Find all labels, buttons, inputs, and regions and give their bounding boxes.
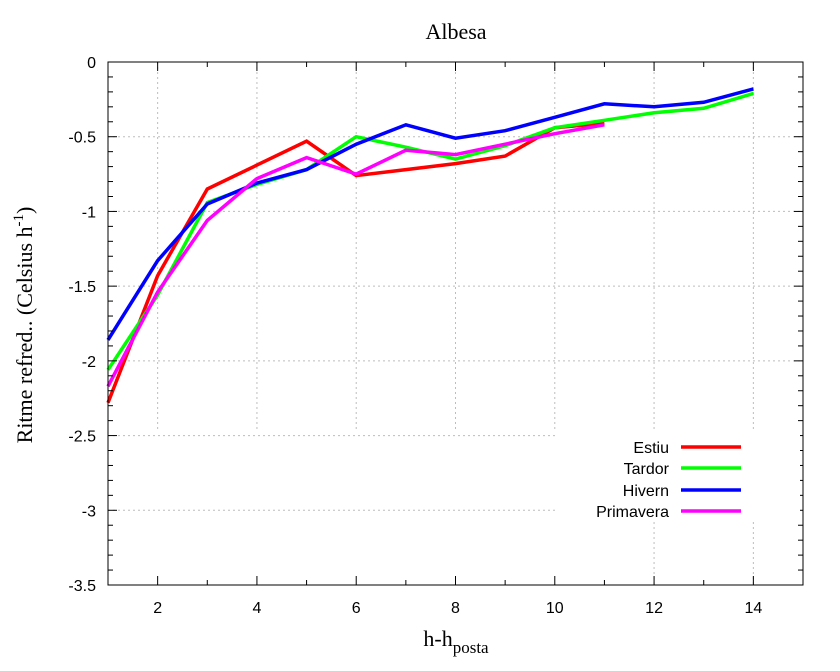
- axis-ticks: 2 4 6 8 10 12 14 0 -0.5 -1 -1.5 -2 -2.5 -3 -3.5: [68, 55, 804, 617]
- series-line-primavera: [106, 123, 605, 388]
- legend-background: [555, 430, 800, 522]
- y-tick-label: -2.5: [68, 429, 96, 446]
- y-axis-title-superscript: -1: [11, 214, 27, 227]
- x-tick-label: 4: [252, 600, 261, 617]
- grid-lines: [108, 62, 803, 585]
- y-tick-label: -3.5: [68, 578, 96, 595]
- x-axis-title: h-hposta: [423, 626, 489, 657]
- series-line-tardor: [106, 91, 754, 371]
- y-axis-title-tail: ): [12, 207, 37, 214]
- legend-label-tardor: Tardor: [624, 461, 670, 478]
- chart-title: Albesa: [425, 19, 486, 44]
- legend-label-hivern: Hivern: [623, 483, 669, 500]
- y-axis-title: Ritme refred.. (Celsius h-1): [11, 207, 37, 444]
- y-tick-label: -1.5: [68, 279, 96, 296]
- x-tick-label: 14: [744, 600, 762, 617]
- y-tick-label: 0: [87, 55, 96, 72]
- y-tick-label: -0.5: [68, 130, 96, 147]
- series-line-hivern: [106, 87, 754, 341]
- legend-label-estiu: Estiu: [633, 440, 669, 457]
- x-tick-label: 8: [451, 600, 460, 617]
- x-tick-label: 12: [645, 600, 663, 617]
- legend-label-primavera: Primavera: [596, 504, 669, 521]
- x-tick-label: 10: [546, 600, 564, 617]
- x-tick-label: 6: [352, 600, 361, 617]
- y-tick-label: -2: [82, 354, 96, 371]
- x-axis-title-subscript: posta: [453, 638, 489, 657]
- y-axis-title-main: Ritme refred.. (Celsius h: [12, 226, 37, 443]
- y-tick-label: -1: [82, 204, 96, 221]
- x-axis-title-main: h-h: [423, 626, 452, 651]
- series-lines: [106, 87, 754, 404]
- legend: Estiu Tardor Hivern Primavera: [555, 430, 800, 522]
- x-tick-label: 2: [153, 600, 162, 617]
- y-tick-label: -3: [82, 503, 96, 520]
